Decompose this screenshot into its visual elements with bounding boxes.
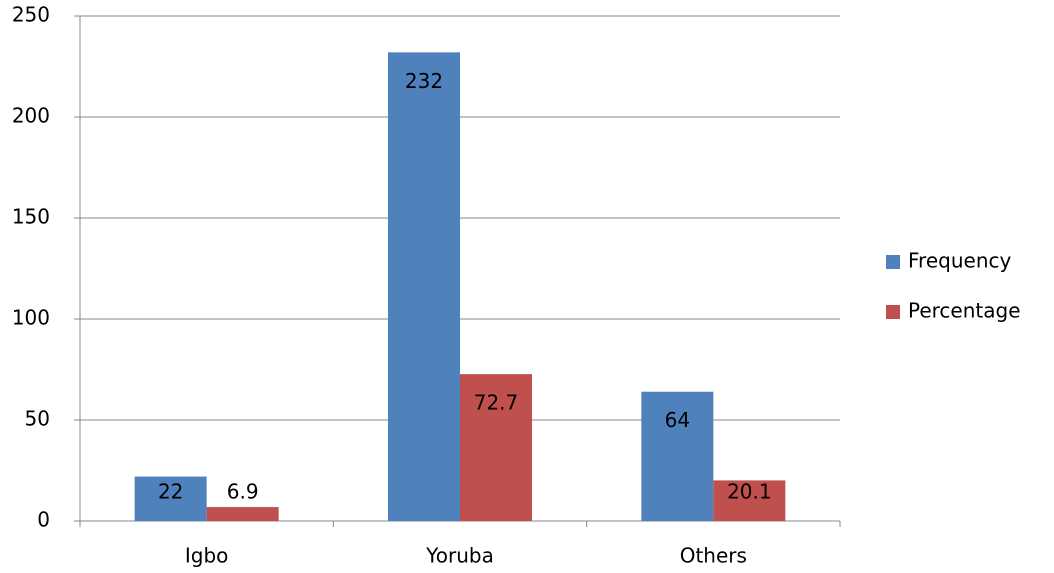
bar xyxy=(641,391,714,521)
legend-label: Percentage xyxy=(908,299,1021,323)
bar xyxy=(713,480,786,521)
y-tick-label: 250 xyxy=(12,3,50,27)
y-tick-label: 50 xyxy=(25,407,50,431)
x-tick-label: Yoruba xyxy=(425,544,494,568)
bar xyxy=(460,374,532,521)
legend-label: Frequency xyxy=(908,249,1011,273)
y-tick-label: 200 xyxy=(12,104,50,128)
legend-swatch xyxy=(886,255,900,269)
bar xyxy=(206,507,279,521)
data-label: 64 xyxy=(665,408,690,432)
x-tick-label: Others xyxy=(680,544,747,568)
data-label: 22 xyxy=(158,480,183,504)
data-label: 6.9 xyxy=(227,480,259,504)
bar xyxy=(388,52,460,522)
data-label: 20.1 xyxy=(727,480,772,504)
x-tick-label: Igbo xyxy=(185,544,229,568)
legend-swatch xyxy=(886,305,900,319)
data-label: 232 xyxy=(405,69,443,93)
y-tick-label: 150 xyxy=(12,205,50,229)
data-label: 72.7 xyxy=(474,391,519,415)
bar xyxy=(134,476,207,521)
y-tick-label: 100 xyxy=(12,306,50,330)
y-tick-label: 0 xyxy=(37,508,50,532)
